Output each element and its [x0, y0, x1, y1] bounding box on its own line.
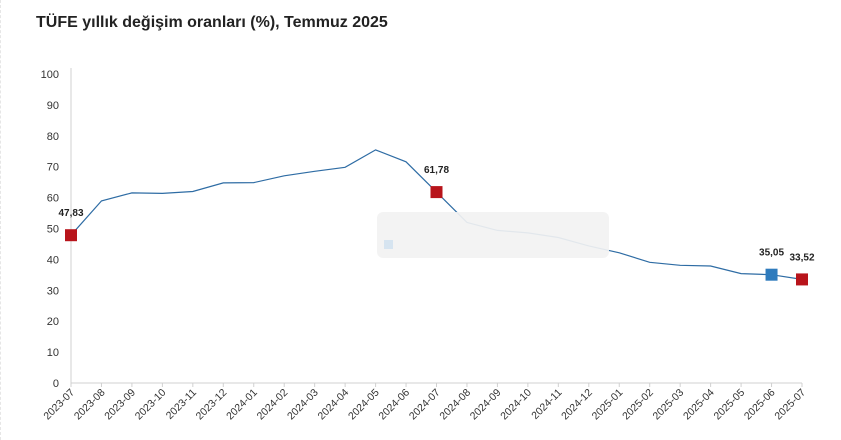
y-tick-label: 0 [53, 378, 59, 390]
data-label: 61,78 [424, 165, 449, 176]
y-tick-label: 40 [47, 254, 59, 266]
y-tick-label: 50 [47, 224, 59, 236]
y-tick-label: 60 [47, 193, 59, 205]
x-tick-label: 2024-04 [316, 387, 352, 423]
highlight-marker [765, 268, 778, 281]
x-tick-label: 2024-05 [346, 387, 382, 423]
page-left-edge [0, 0, 7, 440]
tooltip-swatch [384, 240, 393, 249]
x-tick-label: 2024-09 [468, 387, 504, 423]
x-tick-label: 2023-10 [133, 387, 169, 423]
data-label: 47,83 [58, 208, 83, 219]
x-tick-label: 2023-07 [41, 387, 77, 423]
y-tick-label: 100 [41, 69, 59, 81]
x-tick-label: 2024-12 [559, 387, 595, 423]
chart-title: TÜFE yıllık değişim oranları (%), Temmuz… [36, 14, 388, 31]
x-tick-label: 2025-06 [742, 387, 778, 423]
y-tick-label: 80 [47, 131, 59, 143]
x-tick-label: 2023-09 [102, 387, 138, 423]
y-axis: 0 10 20 30 40 50 60 70 80 90 100 [41, 68, 72, 390]
x-tick-label: 2024-10 [498, 387, 534, 423]
x-tick-label: 2025-02 [620, 387, 656, 423]
marker-layer: 47,83 61,78 35,05 33,52 [58, 165, 815, 286]
x-tick-label: 2024-06 [376, 387, 412, 423]
x-axis: 2023-072023-082023-092023-102023-112023-… [41, 382, 808, 423]
x-tick-label: 2024-11 [529, 387, 564, 422]
y-tick-label: 70 [47, 162, 59, 174]
x-tick-label: 2025-04 [681, 387, 717, 423]
x-tick-label: 2023-12 [194, 387, 230, 423]
x-tick-label: 2025-01 [590, 387, 626, 423]
y-tick-label: 20 [47, 316, 59, 328]
highlight-marker [430, 186, 443, 199]
x-tick-label: 2025-03 [651, 387, 687, 423]
x-tick-label: 2023-11 [164, 387, 199, 422]
x-tick-label: 2024-01 [224, 387, 260, 423]
data-label: 33,52 [789, 252, 814, 263]
x-tick-label: 2025-07 [772, 387, 808, 423]
x-tick-label: 2025-05 [711, 387, 747, 423]
hover-tooltip [377, 212, 609, 258]
tooltip-box [377, 212, 609, 258]
x-tick-label: 2024-03 [285, 387, 321, 423]
x-tick-label: 2023-08 [72, 387, 108, 423]
x-tick-label: 2024-08 [437, 387, 473, 423]
y-tick-label: 10 [47, 347, 59, 359]
highlight-marker [796, 273, 808, 286]
y-tick-label: 30 [47, 285, 59, 297]
data-label: 35,05 [759, 248, 784, 259]
highlight-marker [65, 229, 77, 242]
x-tick-label: 2024-02 [255, 387, 291, 423]
y-tick-label: 90 [47, 100, 59, 112]
x-tick-label: 2024-07 [407, 387, 443, 423]
